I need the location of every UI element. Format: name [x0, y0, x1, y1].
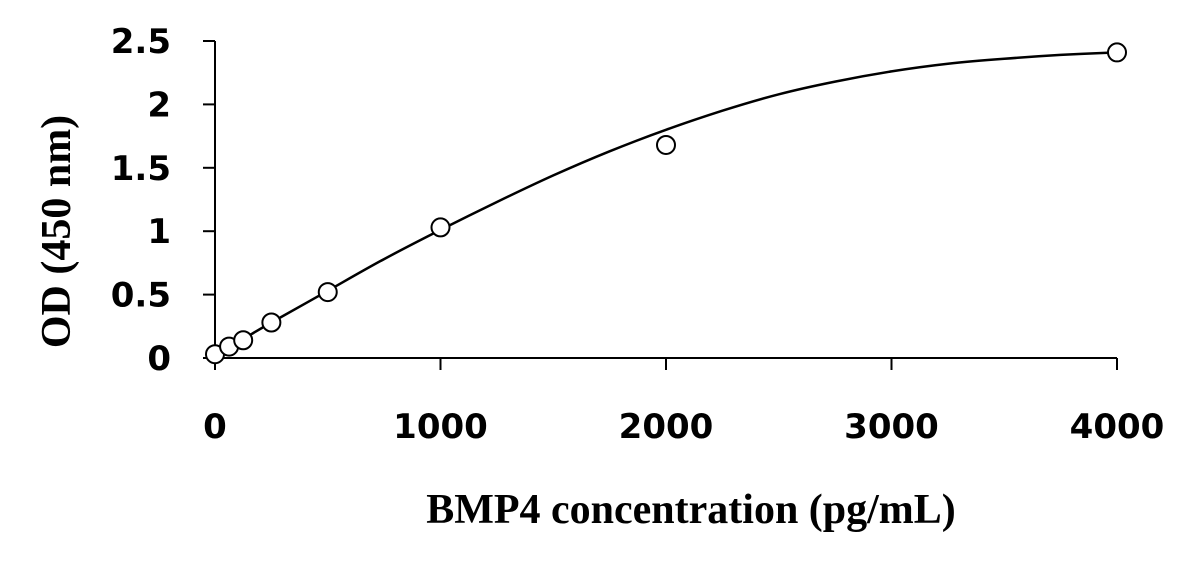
x-tick-label: 4000 [1070, 407, 1165, 447]
data-points [205, 42, 1127, 365]
data-point [656, 134, 676, 155]
x-axis-title: BMP4 concentration (pg/mL) [426, 487, 956, 533]
data-point [430, 217, 451, 238]
y-axis-title: OD (450 nm) [34, 115, 80, 348]
data-point [317, 282, 338, 303]
data-point [261, 312, 282, 333]
x-tick-label: 1000 [393, 407, 488, 447]
x-tick-label: 0 [203, 407, 227, 447]
fit-curve-line [214, 51, 1118, 357]
y-tick-label: 1.5 [111, 149, 171, 189]
y-tick-label: 0 [147, 339, 171, 379]
y-tick-label: 0.5 [111, 276, 171, 316]
y-tick-label: 2 [147, 85, 171, 125]
x-tick-label: 2000 [619, 407, 714, 447]
data-point [233, 330, 254, 351]
data-point [1107, 42, 1127, 63]
y-tick-label: 2.5 [111, 22, 171, 62]
x-tick-label: 3000 [844, 407, 939, 447]
y-axis-ticks: 0 0.5 1 1.5 2 2.5 [111, 22, 215, 379]
x-axis-ticks: 0 1000 2000 3000 4000 [203, 358, 1164, 447]
y-tick-label: 1 [147, 212, 171, 252]
